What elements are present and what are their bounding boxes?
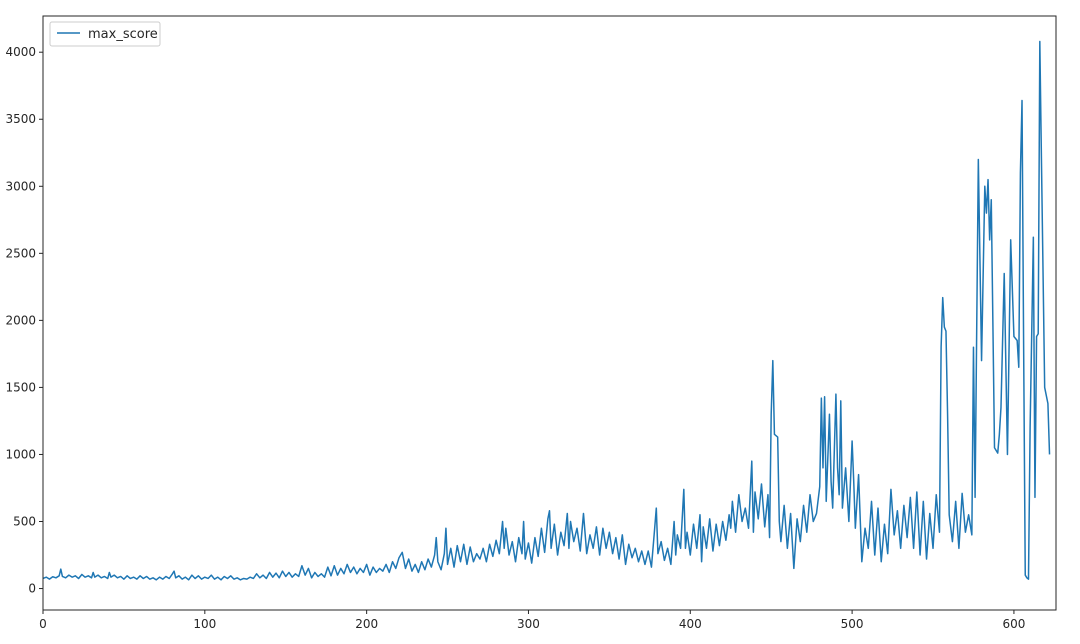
x-tick-label: 300 [517,617,540,631]
y-tick-label: 3000 [5,179,36,193]
series-layer [42,40,1051,581]
x-tick-label: 600 [1002,617,1025,631]
y-tick-label: 2500 [5,246,36,260]
legend[interactable]: max_score [49,21,161,47]
y-tick-label: 500 [13,515,36,529]
x-axis: 0 100 200 300 400 500 600 [39,610,1025,631]
x-tick-label: 100 [193,617,216,631]
legend-box [49,21,161,47]
plot-frame [42,15,1057,611]
x-tick-label: 0 [39,617,47,631]
legend-label: max_score [88,27,158,42]
y-tick-label: 3500 [5,112,36,126]
y-axis: 0 500 1000 1500 2000 2500 3000 3500 4000 [5,45,43,596]
x-tick-label: 200 [355,617,378,631]
x-tick-label: 400 [679,617,702,631]
x-tick-label: 500 [841,617,864,631]
y-tick-label: 1000 [5,447,36,461]
series-line-max-score [42,40,1051,581]
y-tick-label: 2000 [5,313,36,327]
y-tick-label: 0 [28,582,36,596]
y-tick-label: 1500 [5,380,36,394]
y-tick-label: 4000 [5,45,36,59]
